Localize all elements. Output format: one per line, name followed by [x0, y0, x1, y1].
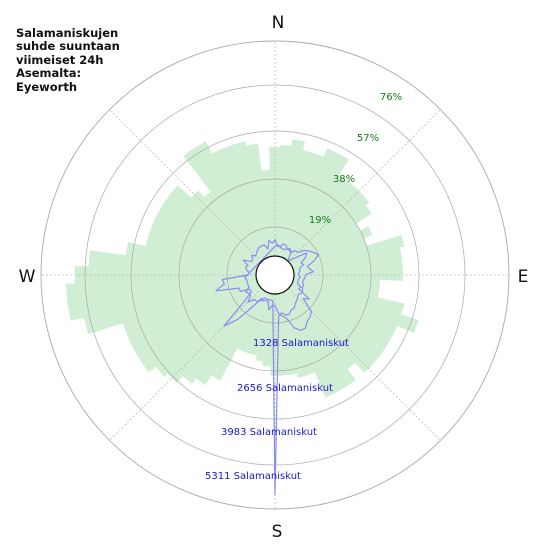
percent-ring-label: 19% [309, 215, 331, 226]
percent-ring-label: 38% [333, 174, 355, 185]
outer-ring [40, 40, 510, 510]
strike-count-line [215, 239, 320, 496]
compass-north: N [272, 13, 285, 33]
chart-title: Salamaniskujen suhde suuntaan viimeiset … [16, 26, 146, 94]
count-ring-label: 2656 Salamaniskut [237, 383, 333, 394]
count-line-layer [215, 239, 320, 496]
compass-south: S [272, 522, 283, 542]
count-ring-label: 1328 Salamaniskut [253, 338, 349, 349]
count-ring-label: 3983 Salamaniskut [221, 427, 317, 438]
center-hub [255, 255, 295, 295]
title-line: Eyeworth [16, 79, 78, 94]
title-line: suhde suuntaan [16, 39, 120, 54]
compass-west: W [19, 267, 36, 287]
percent-ring-label: 76% [380, 92, 402, 103]
bar-layer [65, 139, 419, 398]
percent-ring-label: 57% [357, 133, 379, 144]
compass-east: E [518, 267, 529, 287]
title-line: viimeiset 24h [16, 52, 104, 67]
count-ring-label: 5311 Salamaniskut [205, 471, 301, 482]
label-layer: N S W E 19% 38% 57% 76% 1328 Salamaniskut 2656 Sa… [19, 13, 529, 542]
title-line: Salamaniskujen [16, 26, 119, 40]
title-line: Asemalta: [16, 66, 82, 81]
